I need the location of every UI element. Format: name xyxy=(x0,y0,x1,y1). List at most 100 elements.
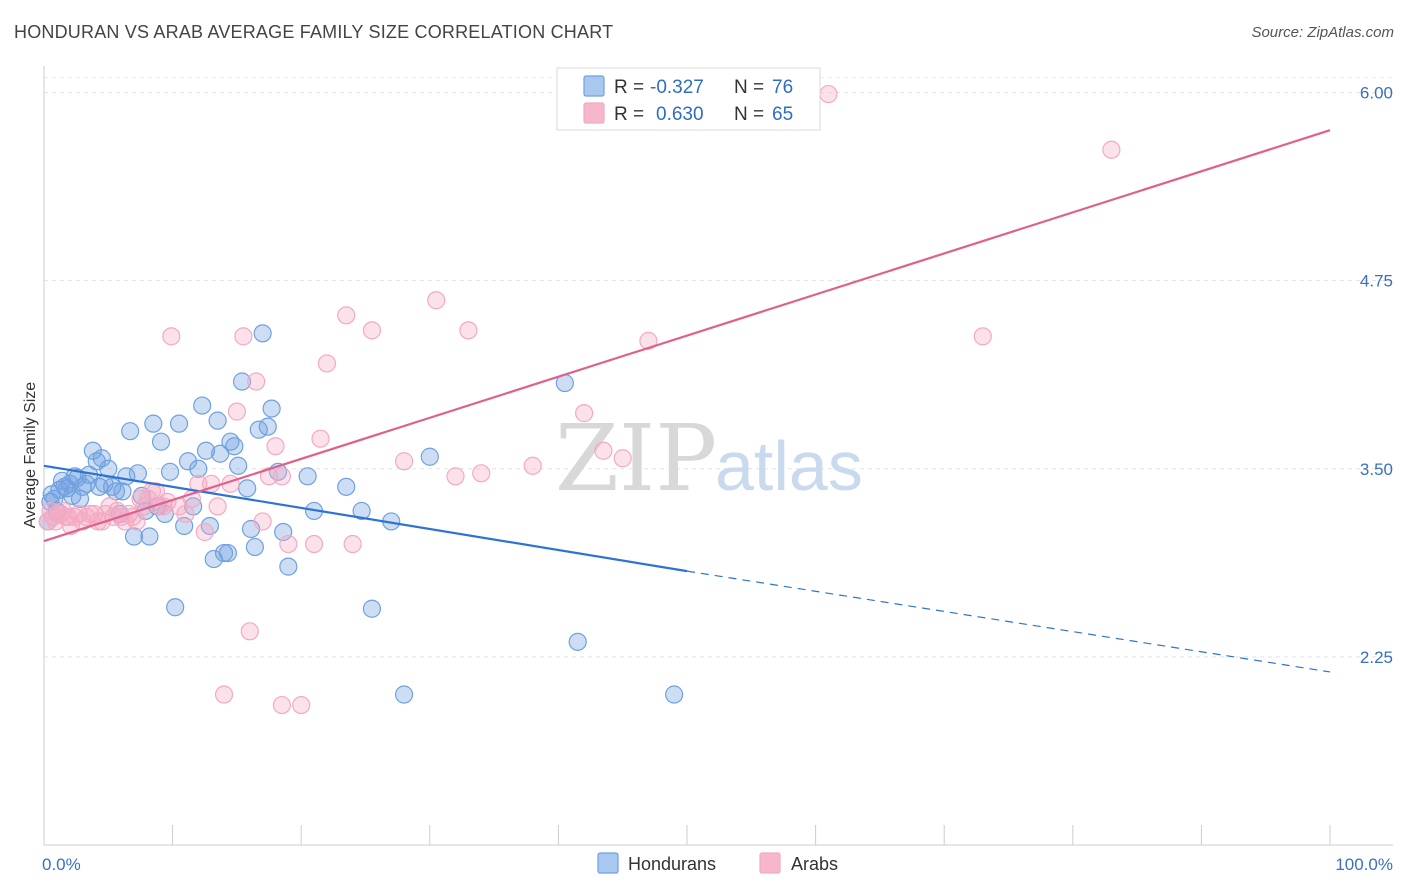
point-hondurans xyxy=(68,468,87,487)
point-hondurans xyxy=(214,543,234,563)
y-axis-label: Average Family Size xyxy=(22,382,39,529)
legend-n-value: 76 xyxy=(772,77,793,98)
point-hondurans xyxy=(352,501,371,521)
point-arabs xyxy=(311,429,330,448)
point-arabs xyxy=(176,504,195,524)
point-arabs xyxy=(819,84,838,104)
legend-n-value: 65 xyxy=(772,104,793,125)
point-hondurans xyxy=(92,449,111,468)
point-hondurans xyxy=(420,447,439,466)
legend-r-value: 0.630 xyxy=(656,104,704,125)
point-hondurans xyxy=(189,459,208,478)
point-hondurans xyxy=(362,599,382,618)
bottom-legend-arabs: Arabs xyxy=(791,854,838,874)
point-arabs xyxy=(337,306,356,325)
point-arabs xyxy=(317,354,337,373)
point-arabs xyxy=(146,482,165,501)
point-arabs xyxy=(472,464,491,483)
point-arabs xyxy=(1102,140,1121,159)
x-tick-right: 100.0% xyxy=(1335,855,1393,874)
point-hondurans xyxy=(238,479,257,498)
data-points xyxy=(38,84,1121,715)
point-hondurans xyxy=(245,537,265,557)
y-tick-label: 6.00 xyxy=(1360,84,1393,103)
point-hondurans xyxy=(253,324,272,343)
y-tick-label: 3.50 xyxy=(1360,460,1393,479)
point-arabs xyxy=(279,534,298,554)
point-arabs xyxy=(973,327,992,346)
point-hondurans xyxy=(178,452,198,471)
point-arabs xyxy=(259,467,279,486)
point-hondurans xyxy=(279,557,298,576)
point-arabs xyxy=(214,685,234,704)
point-arabs xyxy=(272,695,292,715)
legend-r-label: R = xyxy=(614,104,644,125)
bottom-legend-hondurans: Hondurans xyxy=(628,854,716,874)
point-hondurans xyxy=(208,411,227,430)
legend-n-label: N = xyxy=(734,77,764,98)
point-arabs xyxy=(304,534,324,554)
point-arabs xyxy=(208,497,227,516)
legend-swatch-arabs xyxy=(583,102,605,124)
point-arabs xyxy=(162,327,181,346)
point-hondurans xyxy=(229,456,248,475)
watermark-zip: ZIP xyxy=(555,405,717,512)
point-arabs xyxy=(227,402,246,421)
point-hondurans xyxy=(124,527,144,546)
point-arabs xyxy=(394,452,414,471)
point-arabs xyxy=(240,622,259,641)
point-hondurans xyxy=(298,467,317,486)
y-tick-label: 4.75 xyxy=(1360,272,1393,291)
trend-lines xyxy=(43,129,1331,673)
x-tick-left: 0.0% xyxy=(42,855,81,874)
source-credit: Source: ZipAtlas.com xyxy=(1251,24,1394,41)
trend-projection-hondurans xyxy=(686,570,1331,673)
point-hondurans xyxy=(394,685,414,704)
point-arabs xyxy=(523,456,542,475)
point-hondurans xyxy=(140,527,159,546)
point-arabs xyxy=(459,321,478,340)
point-arabs xyxy=(594,441,613,460)
point-arabs xyxy=(272,467,292,486)
point-arabs xyxy=(292,695,311,715)
point-hondurans xyxy=(258,417,277,436)
point-arabs xyxy=(613,449,632,468)
point-hondurans xyxy=(225,437,244,456)
point-hondurans xyxy=(151,432,171,451)
chart-title: HONDURAN VS ARAB AVERAGE FAMILY SIZE COR… xyxy=(14,22,614,42)
point-hondurans xyxy=(665,685,684,704)
point-arabs xyxy=(362,321,382,340)
point-hondurans xyxy=(166,598,185,617)
point-hondurans xyxy=(106,482,126,501)
trend-line-hondurans xyxy=(43,464,688,573)
point-arabs xyxy=(253,512,272,531)
legend-bottom: Hondurans Arabs xyxy=(597,852,838,874)
grid: 2.25 3.50 4.75 6.00 xyxy=(44,77,1393,667)
legend-r-value: -0.327 xyxy=(650,77,704,98)
point-hondurans xyxy=(160,462,180,481)
point-hondurans xyxy=(196,441,216,460)
point-hondurans xyxy=(262,399,281,418)
legend-swatch-hondurans xyxy=(583,75,605,97)
point-arabs xyxy=(343,534,362,554)
bottom-legend-swatch-arabs xyxy=(759,852,781,874)
point-hondurans xyxy=(218,543,237,563)
point-hondurans xyxy=(568,632,587,651)
point-hondurans xyxy=(211,444,230,463)
point-arabs xyxy=(127,512,146,531)
point-hondurans xyxy=(337,477,356,496)
point-arabs xyxy=(575,404,594,423)
watermark: ZIP atlas xyxy=(555,405,863,512)
legend-row-arabs: R = 0.630 N = 65 xyxy=(583,102,793,125)
watermark-atlas: atlas xyxy=(715,427,863,505)
point-hondurans xyxy=(232,372,252,391)
legend-top: R = -0.327 N = 76 R = 0.630 N = 65 xyxy=(556,67,821,131)
point-hondurans xyxy=(113,482,132,501)
point-arabs xyxy=(446,467,465,486)
point-hondurans xyxy=(274,522,293,542)
point-hondurans xyxy=(121,422,140,441)
point-hondurans xyxy=(144,414,163,433)
trend-line-arabs xyxy=(43,129,1331,543)
point-arabs xyxy=(639,331,658,350)
